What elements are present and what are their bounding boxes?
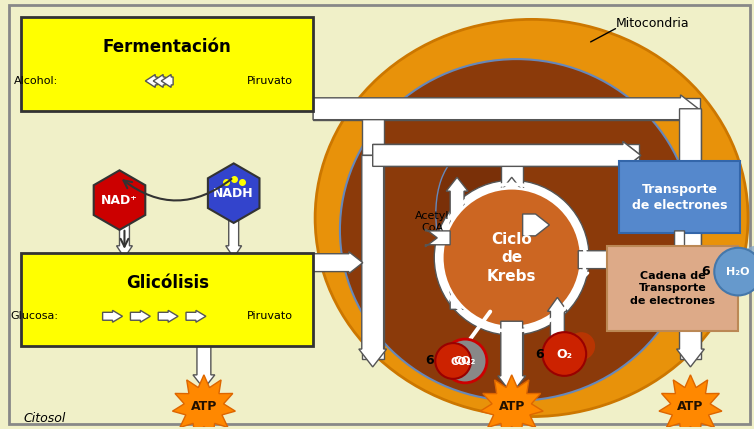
- FancyBboxPatch shape: [501, 155, 523, 235]
- Polygon shape: [225, 213, 241, 258]
- Text: Citosol: Citosol: [23, 412, 66, 425]
- FancyBboxPatch shape: [9, 6, 750, 423]
- Polygon shape: [117, 213, 133, 258]
- FancyBboxPatch shape: [21, 253, 313, 346]
- FancyBboxPatch shape: [362, 109, 384, 155]
- Polygon shape: [153, 75, 165, 88]
- Polygon shape: [498, 321, 526, 394]
- Polygon shape: [372, 142, 641, 169]
- Text: 6: 6: [535, 347, 544, 360]
- FancyBboxPatch shape: [372, 145, 639, 166]
- Text: Glicólisis: Glicólisis: [126, 274, 209, 292]
- FancyBboxPatch shape: [362, 155, 384, 359]
- Text: CO₂: CO₂: [451, 357, 471, 367]
- Polygon shape: [425, 229, 450, 247]
- Polygon shape: [659, 375, 722, 429]
- Polygon shape: [372, 142, 641, 169]
- Text: 6: 6: [701, 265, 710, 278]
- Text: CO₂: CO₂: [454, 356, 477, 366]
- Polygon shape: [158, 310, 178, 322]
- Polygon shape: [523, 214, 550, 236]
- Text: Cadena de
Transporte
de electrones: Cadena de Transporte de electrones: [630, 271, 715, 306]
- Text: Mitocondria: Mitocondria: [616, 17, 690, 30]
- Polygon shape: [480, 375, 543, 429]
- FancyBboxPatch shape: [21, 18, 313, 111]
- Text: NADH: NADH: [213, 187, 254, 199]
- Text: Glucosa:: Glucosa:: [10, 311, 58, 321]
- Polygon shape: [130, 310, 150, 322]
- Text: Acetyl
CoA: Acetyl CoA: [415, 211, 449, 233]
- Polygon shape: [313, 95, 698, 123]
- Text: Alcohol:: Alcohol:: [14, 76, 58, 86]
- Polygon shape: [173, 375, 235, 429]
- Text: ATP: ATP: [498, 400, 525, 413]
- Polygon shape: [501, 177, 523, 309]
- Polygon shape: [193, 304, 215, 389]
- Circle shape: [542, 332, 586, 376]
- Circle shape: [434, 180, 589, 335]
- Polygon shape: [146, 75, 158, 88]
- Polygon shape: [578, 249, 636, 271]
- Polygon shape: [93, 170, 146, 230]
- Polygon shape: [676, 109, 704, 367]
- FancyBboxPatch shape: [501, 321, 523, 369]
- Text: ATP: ATP: [677, 400, 703, 413]
- Text: Fermentación: Fermentación: [103, 38, 231, 56]
- Ellipse shape: [340, 59, 694, 401]
- Text: Piruvato: Piruvato: [247, 311, 293, 321]
- FancyBboxPatch shape: [313, 98, 700, 120]
- FancyBboxPatch shape: [607, 246, 738, 331]
- Circle shape: [435, 343, 471, 379]
- Polygon shape: [700, 264, 726, 281]
- Ellipse shape: [436, 151, 528, 308]
- Text: H₂O: H₂O: [726, 266, 750, 277]
- Polygon shape: [284, 252, 363, 274]
- Polygon shape: [161, 75, 173, 88]
- Polygon shape: [670, 231, 688, 271]
- FancyBboxPatch shape: [619, 161, 740, 233]
- Text: Piruvato: Piruvato: [247, 76, 293, 86]
- Polygon shape: [359, 155, 387, 367]
- Text: NAD⁺: NAD⁺: [101, 193, 138, 207]
- Polygon shape: [446, 177, 468, 309]
- Circle shape: [742, 246, 754, 274]
- Text: 6: 6: [425, 354, 434, 368]
- Circle shape: [714, 248, 754, 296]
- Polygon shape: [547, 297, 567, 357]
- Polygon shape: [208, 163, 259, 223]
- Circle shape: [442, 188, 581, 327]
- Text: ATP: ATP: [191, 400, 217, 413]
- Circle shape: [443, 339, 487, 383]
- Text: Transporte
de electrones: Transporte de electrones: [632, 183, 728, 211]
- Ellipse shape: [315, 19, 748, 417]
- Text: Ciclo
de
Krebs: Ciclo de Krebs: [487, 232, 536, 284]
- Polygon shape: [186, 310, 206, 322]
- FancyBboxPatch shape: [679, 109, 701, 359]
- Text: O₂: O₂: [556, 347, 572, 360]
- Circle shape: [567, 332, 595, 360]
- Polygon shape: [103, 310, 122, 322]
